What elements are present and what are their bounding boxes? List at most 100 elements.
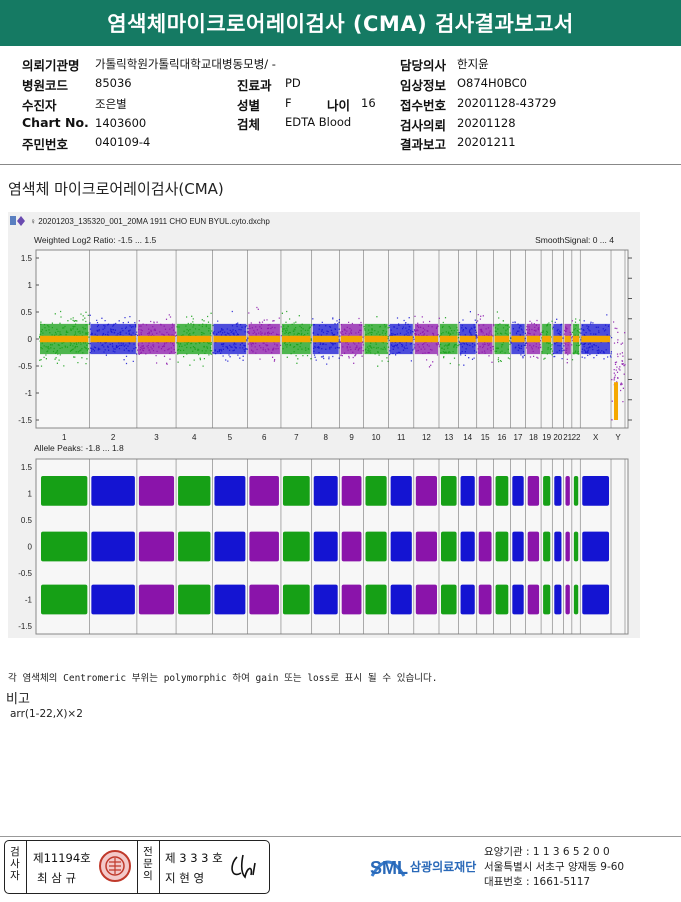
chromosome-label: 22 [572, 433, 581, 442]
hospital-value: 가톨릭학원가톨릭대학교대병동모병/ - [95, 57, 276, 71]
allele-band [573, 531, 579, 562]
cma-plot-svg: ♀ 20201203_135320_001_20MA 1911 CHO EUN … [10, 216, 632, 635]
specialist-number: 제 3 3 3 호 [165, 851, 223, 865]
allele-band [41, 584, 88, 615]
chart-value: 1403600 [95, 116, 147, 130]
allele-band [341, 476, 362, 506]
chromosome-label: 3 [154, 433, 159, 442]
divider [159, 841, 160, 893]
sml-logo-icon: SML 삼광의료재단 [370, 858, 476, 878]
y-tick-left: 1 [28, 490, 33, 499]
allele-band [249, 476, 279, 506]
plot-filename: ♀ 20201203_135320_001_20MA 1911 CHO EUN … [30, 217, 270, 226]
signature-icon [231, 854, 256, 879]
allele-band [178, 476, 211, 506]
allele-band [527, 584, 540, 615]
receipt-label: 접수번호 [400, 98, 447, 113]
allele-band [313, 476, 338, 506]
y-tick-left: -1.5 [18, 416, 32, 425]
smooth-signal-line [494, 335, 510, 343]
smooth-signal-line [389, 335, 413, 343]
allele-band [91, 584, 135, 615]
allele-band [214, 584, 246, 615]
centromere-note: 각 염색체의 Centromeric 부위는 polymorphic 하여 ga… [8, 673, 438, 684]
allele-band [582, 476, 610, 506]
report-value: 20201211 [457, 135, 516, 149]
allele-band [214, 476, 246, 506]
resident-label: 주민번호 [22, 137, 69, 152]
allele-band [178, 584, 211, 615]
allele-band [478, 584, 492, 615]
clinical-label: 임상정보 [400, 78, 447, 93]
patient-label: 수진자 [22, 98, 57, 113]
chromosome-label: 2 [111, 433, 116, 442]
allele-band [495, 531, 509, 562]
allele-band [440, 531, 457, 562]
chromosome-label: 7 [294, 433, 299, 442]
chromosome-label: 14 [463, 433, 472, 442]
log2-points [611, 321, 626, 421]
y-tick-left: 0 [28, 543, 33, 552]
smooth-signal-line [213, 335, 247, 343]
chromosome-label: X [593, 433, 599, 442]
chromosome-label: 5 [228, 433, 233, 442]
clinical-value: O874H0BC0 [457, 76, 527, 90]
smooth-signal-label: SmoothSignal: 0 ... 4 [535, 235, 614, 245]
smooth-signal-line [564, 335, 571, 343]
allele-band [460, 476, 475, 506]
chromosome-label: 18 [529, 433, 538, 442]
y-tick-left: 1 [28, 281, 33, 290]
allele-band [313, 531, 338, 562]
chromosome-label: 11 [397, 433, 406, 442]
resident-value: 040109-4 [95, 135, 151, 149]
chromosome-label: 17 [514, 433, 523, 442]
chromosome-label: 21 [563, 433, 572, 442]
marker-icon [17, 216, 25, 226]
smooth-signal-line [414, 335, 438, 343]
allele-band [512, 476, 524, 506]
smooth-signal-line [248, 335, 280, 343]
allele-band [527, 531, 540, 562]
allele-band [527, 476, 540, 506]
allele-band [543, 584, 551, 615]
hospital-label: 의뢰기관명 [22, 58, 80, 73]
y-tick-left: 0 [28, 335, 33, 344]
allele-band [582, 584, 610, 615]
lab-phone: 대표번호 : 1661-5117 [484, 876, 591, 888]
allele-band [178, 531, 211, 562]
report-label: 결과보고 [400, 137, 447, 152]
sex-label: 성별 [237, 98, 261, 113]
allele-band [390, 531, 412, 562]
smooth-signal-line [340, 335, 363, 343]
doctor-label: 담당의사 [400, 58, 447, 73]
cma-plot: ♀ 20201203_135320_001_20MA 1911 CHO EUN … [8, 212, 640, 638]
y-tick-left: 0.5 [21, 308, 33, 317]
smooth-signal-line [137, 335, 176, 343]
allele-band [41, 476, 88, 506]
examiner-number: 제11194호 [33, 851, 91, 865]
allele-band [138, 476, 175, 506]
smooth-signal-line [614, 382, 619, 420]
smooth-signal-line [90, 335, 136, 343]
code-value: 85036 [95, 76, 132, 90]
age-label: 나이 [327, 98, 351, 113]
smooth-signal-line [459, 335, 476, 343]
allele-band [138, 531, 175, 562]
sex-value: F [285, 96, 292, 110]
allele-band [543, 476, 551, 506]
dept-label: 진료과 [237, 78, 272, 93]
smooth-signal-line [581, 335, 611, 343]
smooth-signal-line [439, 335, 458, 343]
y-tick-left: -0.5 [18, 569, 32, 578]
allele-band [282, 531, 310, 562]
allele-band [573, 584, 579, 615]
smooth-signal-line [542, 335, 552, 343]
allele-band [554, 476, 562, 506]
allele-band [565, 476, 570, 506]
remark-label: 비고 [6, 692, 30, 707]
log2-ratio-label: Weighted Log2 Ratio: -1.5 ... 1.5 [34, 235, 156, 245]
allele-band [460, 531, 475, 562]
allele-band [495, 476, 509, 506]
